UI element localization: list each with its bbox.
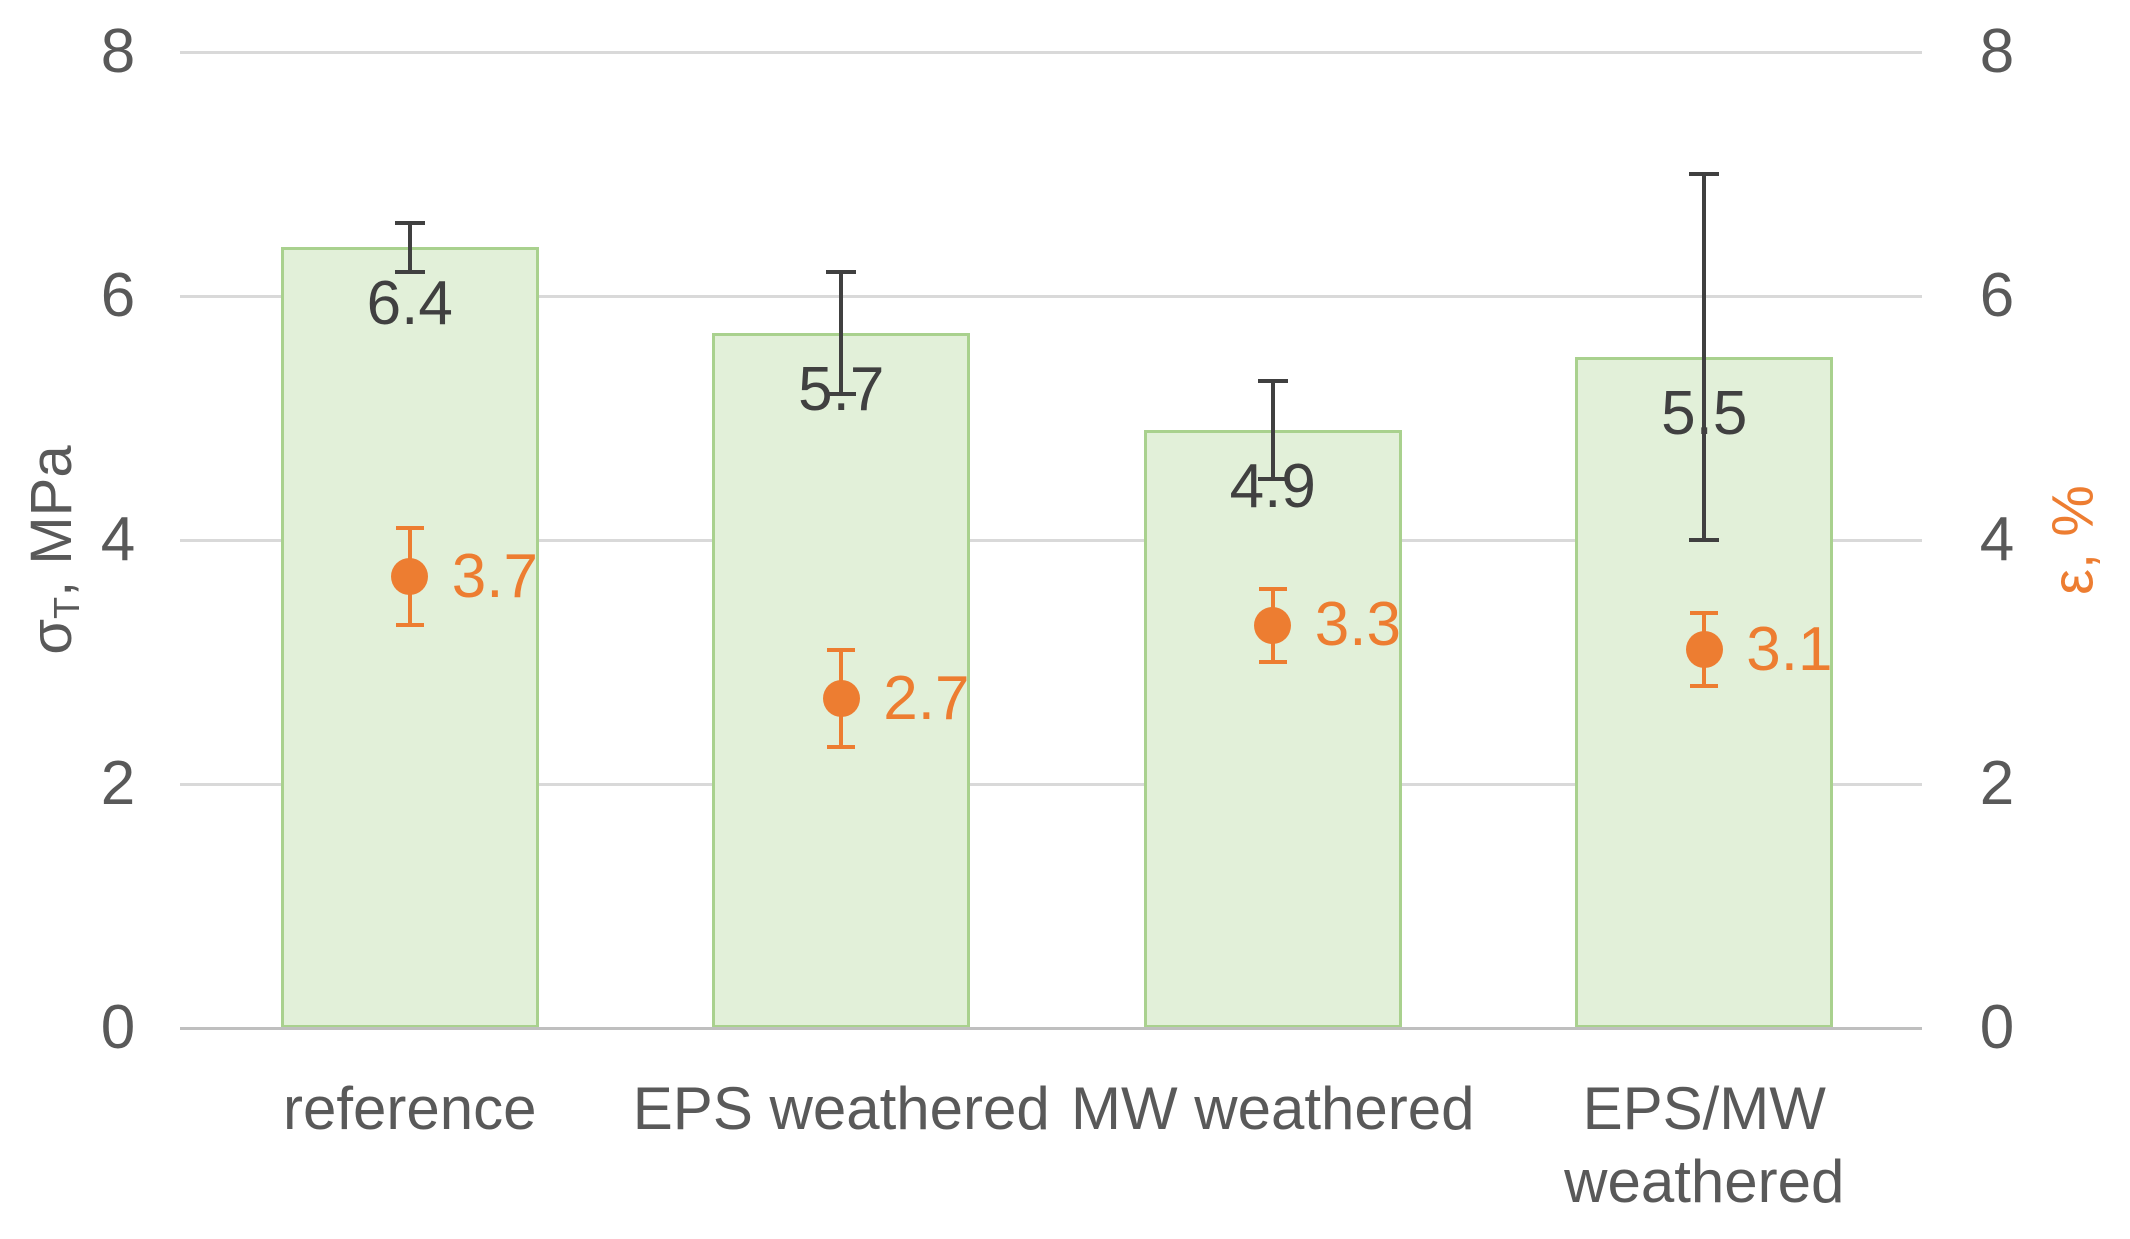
bar-reference xyxy=(280,247,539,1028)
right-axis-tick-label-0: 0 xyxy=(1979,993,2015,1062)
bar-value-label: 5.5 xyxy=(1661,379,1748,448)
point-marker xyxy=(822,680,860,718)
left-axis-tick-label-2: 2 xyxy=(100,749,136,818)
category-label-EPS/MW weathered: EPS/MW weathered xyxy=(1486,1072,1922,1218)
right-axis-tick-label-8: 8 xyxy=(1979,17,2015,86)
point-error-cap xyxy=(1258,586,1287,591)
category-label-line: EPS weathered xyxy=(632,1075,1050,1142)
point-error-cap xyxy=(395,525,424,530)
category-label-EPS weathered: EPS weathered xyxy=(623,1072,1059,1145)
left-axis-tick-label-0: 0 xyxy=(100,993,136,1062)
point-value-label: 3.1 xyxy=(1746,614,1833,684)
point-error-cap xyxy=(1690,684,1719,689)
bar-error-cap xyxy=(826,269,857,274)
point-error-cap xyxy=(1258,660,1287,664)
point-error-cap xyxy=(827,745,856,750)
bar-error-line xyxy=(1702,174,1707,540)
bar-error-cap xyxy=(1257,477,1288,481)
point-marker xyxy=(1685,631,1723,669)
point-error-cap xyxy=(827,647,856,652)
left-axis-tick-label-4: 4 xyxy=(100,505,136,574)
bar-value-label: 6.4 xyxy=(366,269,453,339)
y-gridline-0 xyxy=(180,1026,1922,1030)
y-gridline-2 xyxy=(180,782,1922,786)
bar-value-label: 5.7 xyxy=(798,354,885,424)
y-gridline-8 xyxy=(180,50,1922,54)
left-axis-tick-label-8: 8 xyxy=(100,17,136,86)
y-gridline-4 xyxy=(180,538,1922,542)
point-error-cap xyxy=(395,623,424,628)
point-marker xyxy=(391,558,429,596)
bar-error-cap xyxy=(1689,538,1720,542)
bar-MW weathered xyxy=(1143,430,1402,1028)
bar-error-line xyxy=(1270,381,1275,479)
category-label-line: weathered xyxy=(1564,1148,1845,1215)
bar-value-label: 4.9 xyxy=(1229,452,1316,522)
category-label-line: MW weathered xyxy=(1071,1075,1475,1142)
bar-error-cap xyxy=(1257,379,1288,384)
y-gridline-6 xyxy=(180,294,1922,298)
point-marker xyxy=(1254,606,1292,644)
category-label-line: EPS/MW xyxy=(1582,1075,1826,1142)
category-label-line: reference xyxy=(283,1075,537,1142)
bar-error-cap xyxy=(1689,172,1720,176)
right-axis-tick-label-6: 6 xyxy=(1979,261,2015,330)
bar-error-line xyxy=(407,222,412,272)
category-label-reference: reference xyxy=(192,1072,628,1145)
bar-error-line xyxy=(839,271,844,394)
point-value-label: 3.3 xyxy=(1314,590,1401,660)
sigma-symbol: σ xyxy=(19,618,85,655)
right-axis-tick-label-4: 4 xyxy=(1979,505,2015,574)
point-error-cap xyxy=(1690,611,1719,616)
bar-error-cap xyxy=(826,391,857,396)
right-axis-tick-label-2: 2 xyxy=(1979,749,2015,818)
sigma-subscript: T xyxy=(45,596,87,619)
bar-error-cap xyxy=(394,269,425,274)
left-axis-tick-label-6: 6 xyxy=(100,261,136,330)
point-value-label: 2.7 xyxy=(883,663,970,733)
category-label-MW weathered: MW weathered xyxy=(1055,1072,1491,1145)
bar-error-cap xyxy=(394,220,425,225)
point-value-label: 3.7 xyxy=(451,541,538,611)
